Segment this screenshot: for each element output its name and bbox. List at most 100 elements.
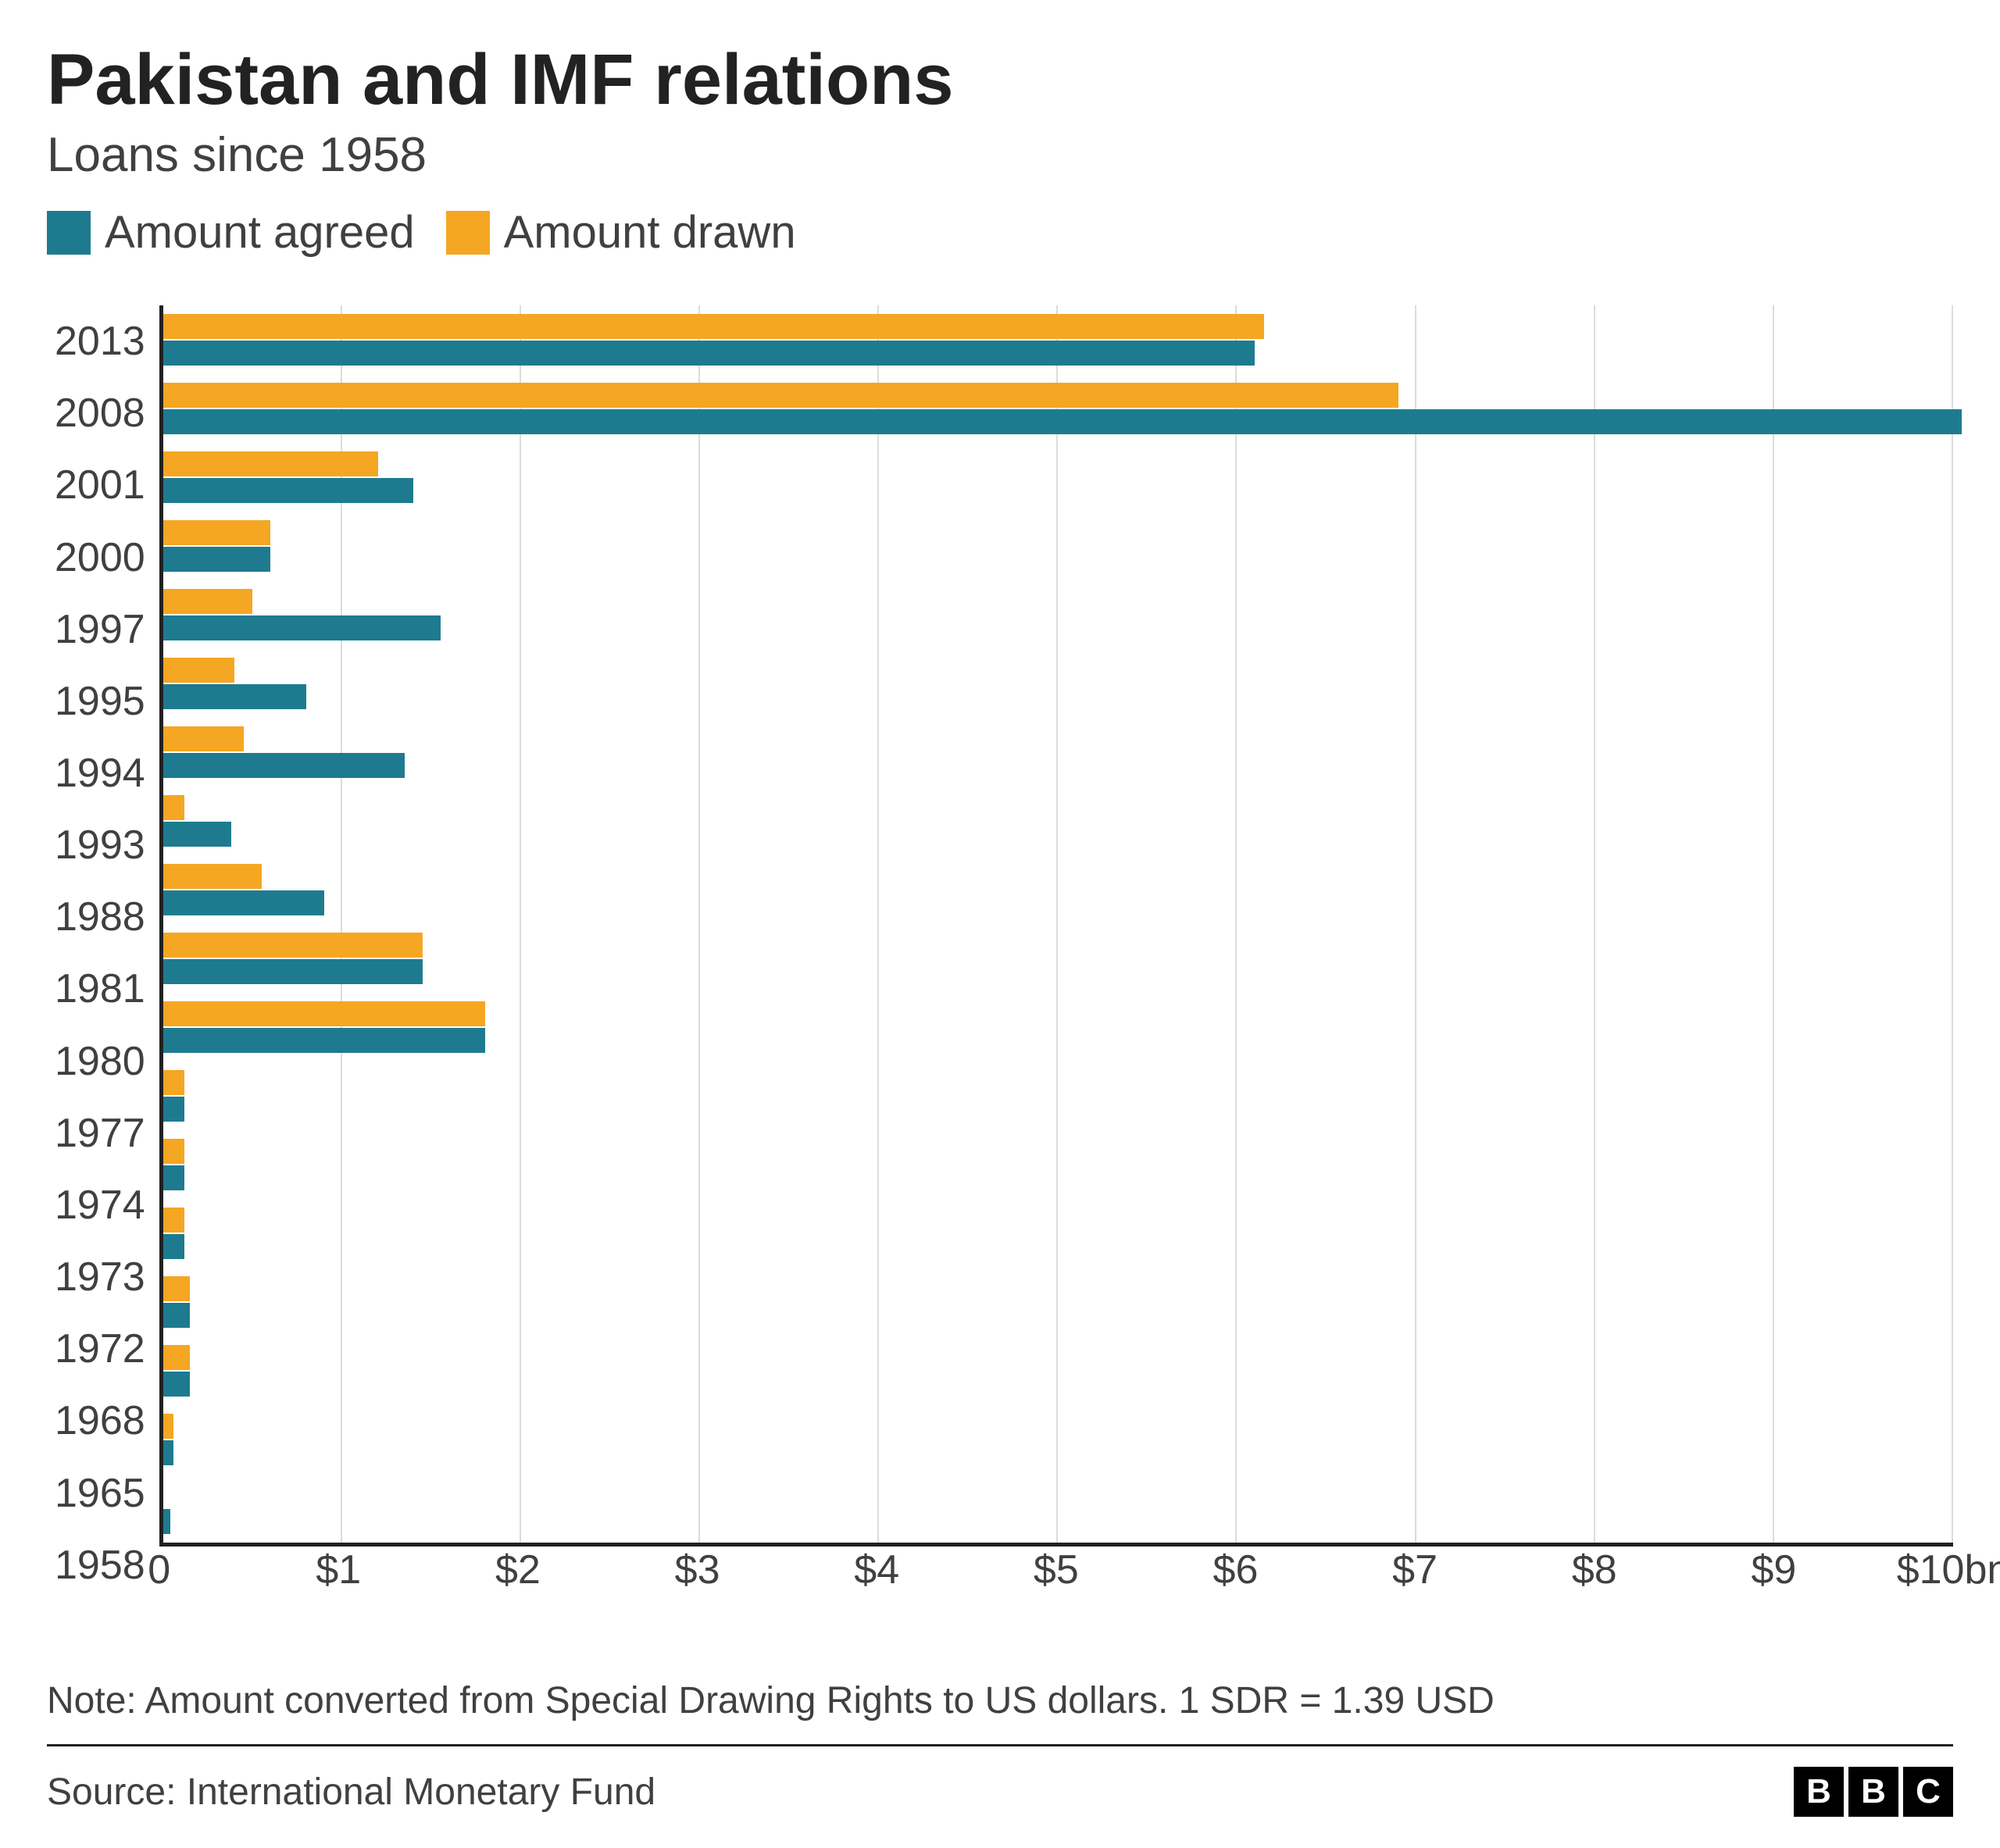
y-axis-label: 2000 (55, 523, 145, 592)
plot-area (159, 305, 1953, 1547)
bar-drawn (163, 864, 262, 889)
bar-row (163, 1474, 1953, 1543)
y-axis-label: 1980 (55, 1027, 145, 1096)
bar-drawn (163, 1070, 184, 1095)
bar-row (163, 718, 1953, 787)
bar-drawn (163, 658, 235, 683)
bar-row (163, 1405, 1953, 1474)
chart-subtitle: Loans since 1958 (47, 127, 1953, 183)
x-axis-tick: $5 (1034, 1547, 1079, 1593)
x-axis-tick: 0 (148, 1547, 170, 1593)
bar-agreed (163, 1028, 485, 1053)
bar-row (163, 512, 1953, 580)
bar-drawn (163, 1414, 174, 1439)
legend-item: Amount drawn (446, 206, 796, 259)
bar-drawn (163, 1001, 485, 1026)
bar-drawn (163, 314, 1264, 339)
legend-swatch (446, 211, 490, 255)
y-axis-label: 1981 (55, 954, 145, 1023)
y-axis-label: 1973 (55, 1243, 145, 1311)
legend-label: Amount agreed (105, 206, 415, 259)
legend-swatch (47, 211, 91, 255)
bar-drawn (163, 1139, 184, 1164)
bar-row (163, 305, 1953, 374)
bar-row (163, 443, 1953, 512)
bar-row (163, 1061, 1953, 1130)
x-axis-tick: $3 (675, 1547, 720, 1593)
bbc-logo-letter: B (1848, 1767, 1898, 1817)
bar-drawn (163, 1276, 190, 1301)
y-axis-label: 1965 (55, 1459, 145, 1528)
bar-agreed (163, 684, 306, 709)
bar-drawn (163, 795, 184, 820)
bar-row (163, 855, 1953, 924)
footer: Source: International Monetary Fund BBC (47, 1767, 1953, 1817)
bar-row (163, 1336, 1953, 1405)
y-axis-label: 2008 (55, 379, 145, 448)
bar-agreed (163, 615, 441, 640)
legend-label: Amount drawn (504, 206, 796, 259)
bar-agreed (163, 822, 231, 847)
y-axis-label: 2013 (55, 307, 145, 376)
bar-agreed (163, 890, 324, 915)
bar-agreed (163, 1372, 190, 1397)
bar-agreed (163, 1303, 190, 1328)
chart-title: Pakistan and IMF relations (47, 39, 1953, 121)
bar-row (163, 374, 1953, 443)
bar-row (163, 1268, 1953, 1336)
x-axis-tick: $7 (1392, 1547, 1438, 1593)
bar-drawn (163, 589, 253, 614)
bar-agreed (163, 1097, 184, 1122)
x-axis-tick: $2 (495, 1547, 541, 1593)
y-axis-label: 1995 (55, 667, 145, 736)
legend-item: Amount agreed (47, 206, 415, 259)
bar-row (163, 787, 1953, 855)
x-axis-tick: $10bn (1897, 1547, 2000, 1593)
bar-agreed (163, 959, 423, 984)
x-axis-tick: $4 (854, 1547, 899, 1593)
bar-row (163, 993, 1953, 1061)
bbc-logo-letter: C (1903, 1767, 1953, 1817)
bar-agreed (163, 753, 405, 778)
source-text: Source: International Monetary Fund (47, 1771, 655, 1814)
bar-row (163, 580, 1953, 649)
bbc-logo-letter: B (1794, 1767, 1844, 1817)
x-axis-tick: $1 (316, 1547, 361, 1593)
bar-agreed (163, 1165, 184, 1190)
legend: Amount agreed Amount drawn (47, 206, 1953, 259)
bar-agreed (163, 1509, 170, 1534)
bbc-logo: BBC (1794, 1767, 1953, 1817)
y-axis-label: 1968 (55, 1386, 145, 1455)
bar-drawn (163, 726, 244, 751)
bar-drawn (163, 520, 270, 545)
bar-drawn (163, 1345, 190, 1370)
x-axis-tick: $8 (1572, 1547, 1617, 1593)
bar-row (163, 924, 1953, 993)
y-axis-label: 1958 (55, 1531, 145, 1600)
bar-drawn (163, 933, 423, 958)
bar-drawn (163, 1208, 184, 1233)
bar-rows (163, 305, 1953, 1543)
y-axis-label: 1974 (55, 1171, 145, 1240)
x-axis-tick: $6 (1213, 1547, 1259, 1593)
bar-drawn (163, 383, 1398, 408)
y-axis-labels: 2013200820012000199719951994199319881981… (55, 305, 159, 1601)
y-axis-label: 1977 (55, 1099, 145, 1168)
x-axis-tick: $9 (1751, 1547, 1796, 1593)
bar-row (163, 649, 1953, 718)
chart-area: 2013200820012000199719951994199319881981… (55, 305, 1953, 1601)
x-axis: 0$1$2$3$4$5$6$7$8$9$10bn (159, 1547, 1953, 1601)
bar-drawn (163, 451, 378, 476)
bar-agreed (163, 1440, 174, 1465)
y-axis-label: 1994 (55, 739, 145, 808)
bar-row (163, 1130, 1953, 1199)
bar-agreed (163, 478, 414, 503)
y-axis-label: 1993 (55, 811, 145, 879)
y-axis-label: 1988 (55, 883, 145, 951)
chart-note: Note: Amount converted from Special Draw… (47, 1679, 1953, 1746)
bar-agreed (163, 341, 1255, 366)
y-axis-label: 1972 (55, 1315, 145, 1383)
y-axis-label: 1997 (55, 595, 145, 664)
bar-agreed (163, 1234, 184, 1259)
bar-row (163, 1199, 1953, 1268)
